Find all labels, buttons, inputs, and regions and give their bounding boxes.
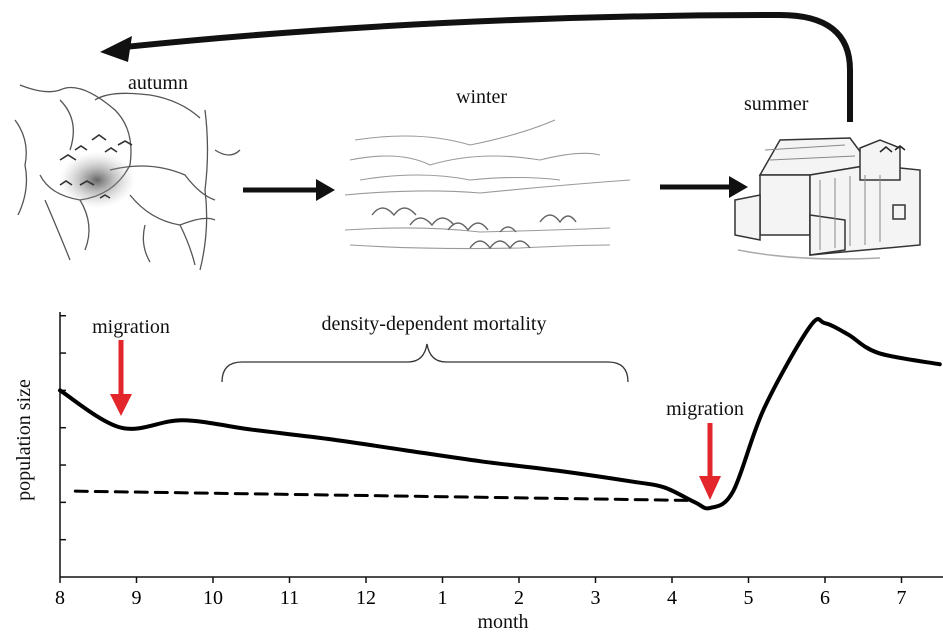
x-tick-label: 11 [280, 587, 299, 609]
autumn-to-winter-arrow [243, 179, 335, 201]
winter-to-summer-arrow [660, 176, 748, 198]
x-tick-label: 6 [820, 587, 830, 609]
winter-label: winter [456, 86, 507, 108]
density-brace [221, 343, 629, 383]
summer-barn-illustration [734, 137, 921, 260]
population-curve [58, 317, 942, 511]
autumn-label: autumn [128, 72, 188, 94]
population-chart: 8 9 10 11 12 1 2 3 4 5 6 7 population size month de… [13, 312, 943, 632]
autumn-illustration [14, 84, 241, 271]
dashed-baseline-line [73, 489, 697, 502]
migration-label-1: migration [92, 316, 170, 338]
x-axis-label: month [477, 611, 528, 632]
y-axis-label: population size [13, 379, 35, 501]
migration-arrow-2 [699, 423, 721, 500]
series-layer [58, 317, 942, 511]
x-tick-label: 4 [667, 587, 677, 609]
density-label: density-dependent mortality [322, 313, 547, 335]
x-tick-label: 1 [438, 587, 448, 609]
x-tick-label: 9 [132, 587, 142, 609]
x-tick-label: 7 [897, 587, 907, 609]
x-tick-label: 3 [591, 587, 601, 609]
x-tick-label: 2 [514, 587, 524, 609]
x-tick-label: 10 [203, 587, 223, 609]
winter-illustration [344, 119, 631, 250]
summer-label: summer [744, 93, 809, 115]
x-tick-label: 8 [55, 587, 65, 609]
y-axis-ticks [60, 314, 66, 541]
migration-arrow-1 [110, 340, 132, 416]
migration-label-2: migration [666, 398, 744, 420]
x-tick-label: 5 [744, 587, 754, 609]
x-tick-label: 12 [356, 587, 376, 609]
cycle-arrow [100, 11, 853, 122]
x-axis-ticks: 8 9 10 11 12 1 2 3 4 5 6 7 [55, 577, 907, 609]
